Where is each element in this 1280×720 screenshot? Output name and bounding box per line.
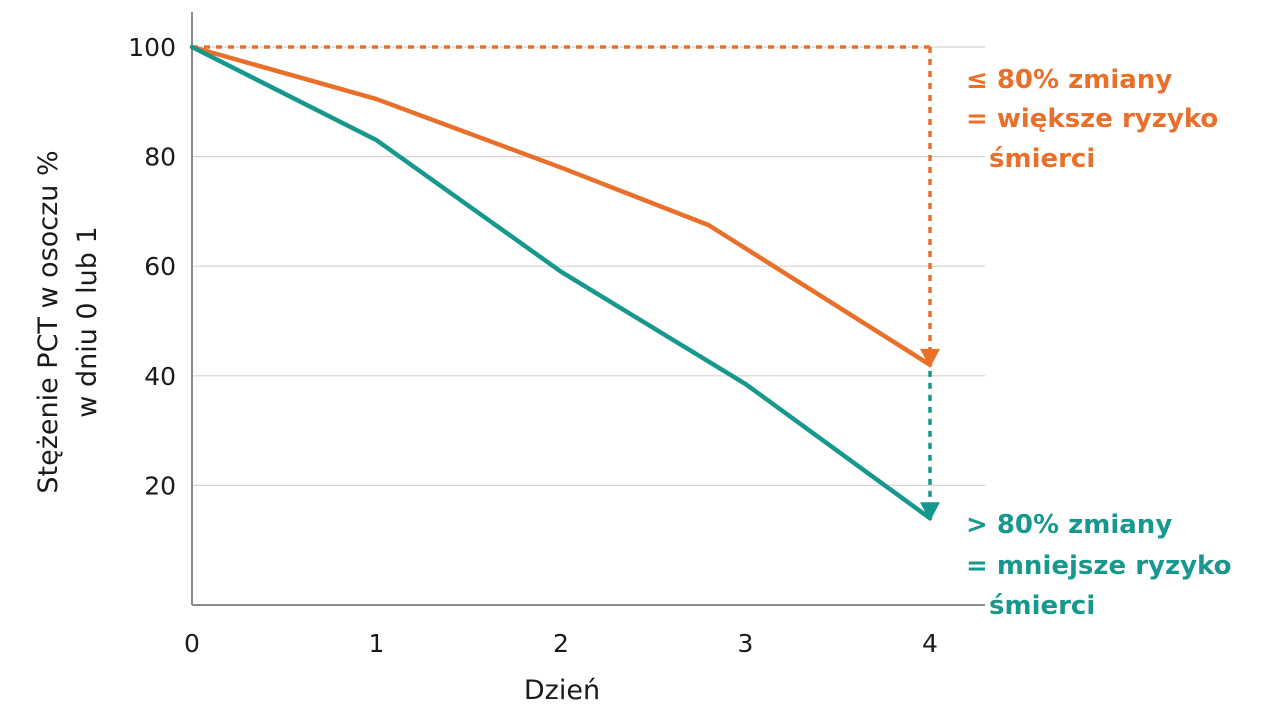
annotation-lower-risk-line-3: śmierci [989, 591, 1095, 621]
annotation-lower-risk: > 80% zmiany = mniejsze ryzyko śmierci [966, 510, 1232, 621]
x-tick-label: 0 [184, 629, 200, 658]
annotation-higher-risk-line-1: ≤ 80% zmiany [966, 65, 1172, 95]
y-axis-label-line-2: w dniu 0 lub 1 [72, 226, 103, 417]
x-tick-label: 3 [738, 629, 754, 658]
gridlines [192, 46, 985, 486]
y-tick-labels: 100 80 60 40 20 [128, 33, 176, 500]
y-tick-label: 100 [128, 33, 176, 62]
arrowhead-teal [920, 502, 940, 522]
annotation-higher-risk-line-2: = większe ryzyko [966, 104, 1218, 134]
series-line-2 [189, 44, 933, 521]
x-tick-label: 4 [922, 629, 938, 658]
y-tick-label: 60 [144, 252, 176, 281]
x-tick-labels: 0 1 2 3 4 [184, 629, 938, 658]
arrowhead-orange [920, 348, 940, 368]
x-tick-label: 2 [553, 629, 569, 658]
x-axis-label: Dzień [524, 675, 600, 706]
axes [191, 12, 985, 606]
guide-arrows [192, 45, 940, 522]
annotation-lower-risk-line-1: > 80% zmiany [966, 510, 1172, 540]
y-tick-label: 40 [144, 362, 176, 391]
series-lines [189, 44, 933, 521]
annotation-higher-risk: ≤ 80% zmiany = większe ryzyko śmierci [966, 65, 1218, 174]
y-tick-label: 80 [144, 143, 176, 172]
annotation-lower-risk-line-2: = mniejsze ryzyko [966, 551, 1232, 581]
y-axis-label-line-1: Stężenie PCT w osoczu % [33, 150, 64, 493]
y-tick-label: 20 [144, 471, 176, 500]
annotation-higher-risk-line-3: śmierci [989, 144, 1095, 174]
x-tick-label: 1 [369, 629, 385, 658]
series-line-1 [189, 44, 933, 368]
